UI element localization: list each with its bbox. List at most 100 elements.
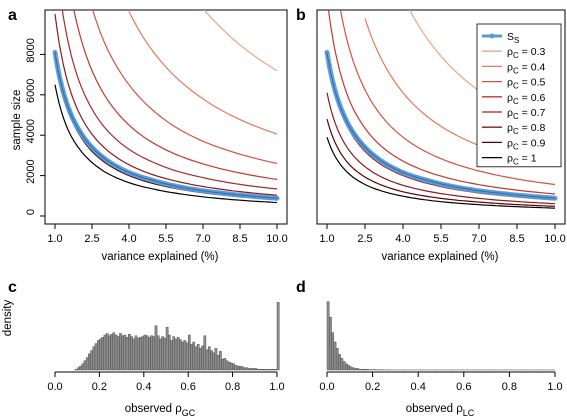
histogram-bar — [203, 335, 207, 371]
histogram-bar — [128, 334, 131, 371]
histogram-bar — [176, 337, 180, 371]
x-axis-title-d: observed ρLC — [406, 403, 475, 418]
histogram-bar — [333, 341, 337, 371]
histogram-bar — [83, 360, 87, 371]
legend-entry-sub: C — [513, 51, 519, 60]
legend-entry-value: = 0.7 — [519, 107, 546, 119]
histogram-bar — [85, 357, 89, 371]
legend-entry-symbol: ρ — [507, 122, 513, 134]
histogram-bar — [239, 365, 242, 371]
histogram-bar — [156, 335, 160, 371]
histogram-bar — [221, 358, 224, 371]
histogram-bar — [110, 334, 113, 371]
histogram-bar — [143, 334, 147, 371]
legend-entry-sub: C — [513, 97, 519, 106]
histogram-bar — [270, 369, 273, 371]
histogram-bar — [199, 348, 202, 371]
series-line-ss — [52, 49, 280, 201]
histogram-bar — [136, 337, 140, 371]
series-line — [339, 10, 556, 186]
legend-entry-symbol: ρ — [507, 107, 513, 119]
x-tick-label: 1.0 — [319, 233, 334, 245]
histogram-bar — [252, 368, 256, 371]
histogram-bar — [267, 369, 271, 371]
histogram-bar — [172, 336, 176, 371]
histogram-bar — [152, 336, 156, 371]
legend-entry-symbol: ρ — [507, 92, 513, 104]
x-tick-label: 10.0 — [266, 233, 287, 245]
histogram-bar — [232, 363, 236, 371]
x-tick-label: 1.0 — [269, 381, 284, 393]
series-line — [326, 137, 556, 209]
series-line — [92, 10, 278, 165]
histogram-bar — [216, 355, 220, 371]
histogram-bar — [338, 354, 341, 371]
histogram-bar — [201, 345, 204, 371]
x-axis-title-b: variance explained (%) — [382, 251, 499, 263]
histogram-bar — [241, 366, 244, 371]
histogram-bar — [139, 337, 142, 371]
panel-letter-b: b — [296, 7, 306, 24]
x-tick-label: 2.5 — [357, 233, 372, 245]
x-axis-title-c-sub: GC — [182, 408, 196, 418]
histogram-bar — [265, 369, 269, 371]
histogram-bar — [214, 348, 218, 371]
series-line — [54, 13, 278, 196]
legend-entry: SS — [507, 31, 519, 45]
histogram-bar — [326, 301, 330, 371]
x-tick-label: 0.2 — [365, 381, 380, 393]
y-axis-title-density: density — [2, 300, 14, 337]
x-tick-label: 1.0 — [547, 381, 562, 393]
series-line — [203, 10, 278, 72]
legend-entry-symbol: ρ — [507, 137, 513, 149]
histogram-bar — [168, 334, 171, 371]
histogram-bar — [94, 343, 98, 371]
histogram-bar — [263, 369, 267, 371]
panel-letter-d: d — [296, 279, 306, 296]
histogram-bar — [134, 335, 138, 371]
legend-entry-value: = 1 — [519, 153, 537, 165]
y-tick-label: 4000 — [25, 119, 37, 143]
x-tick-label: 0.0 — [47, 381, 62, 393]
x-tick-label: 4.0 — [121, 233, 136, 245]
histogram-bar — [363, 369, 366, 371]
legend-entry-value: = 0.9 — [519, 137, 546, 149]
legend-entry: ρC = 0.3 — [507, 46, 545, 60]
series-point-ss — [274, 195, 280, 201]
histogram-bar — [335, 348, 339, 371]
histogram-bar — [347, 365, 350, 371]
histogram-bar — [148, 337, 151, 371]
histogram-bar — [331, 332, 335, 371]
histogram-bar — [254, 368, 258, 371]
histogram-bar — [90, 350, 93, 371]
histogram-bar — [227, 362, 231, 371]
x-tick-label: 2.5 — [84, 233, 99, 245]
legend-entry: ρC = 1 — [507, 153, 537, 167]
histogram-bar — [219, 351, 222, 371]
series-line — [73, 10, 278, 180]
histogram-bar — [354, 368, 357, 371]
histogram-bar — [349, 366, 353, 371]
histogram-bar — [190, 344, 193, 371]
legend-entry-symbol: ρ — [507, 153, 513, 165]
histogram-bar — [230, 362, 233, 371]
series-group — [324, 10, 558, 209]
series-line — [326, 118, 556, 207]
histogram-bar — [340, 358, 344, 371]
histogram-bar — [345, 363, 348, 371]
x-tick-label: 5.5 — [158, 233, 173, 245]
histogram-bar — [119, 333, 122, 371]
histogram-bar — [358, 369, 362, 371]
legend-entry: ρC = 0.9 — [507, 137, 545, 151]
histogram-bar — [76, 367, 80, 371]
legend-entry: ρC = 0.7 — [507, 107, 545, 121]
histogram-bar — [123, 334, 127, 371]
legend-entry-sub: C — [513, 142, 519, 151]
legend-entry-sub: C — [513, 112, 519, 121]
legend-entry: ρC = 0.6 — [507, 92, 545, 106]
histogram-bar — [121, 335, 125, 371]
legend-entry-symbol: ρ — [507, 61, 513, 73]
series-line-ss-core — [54, 52, 278, 199]
histogram-bar — [181, 341, 184, 371]
